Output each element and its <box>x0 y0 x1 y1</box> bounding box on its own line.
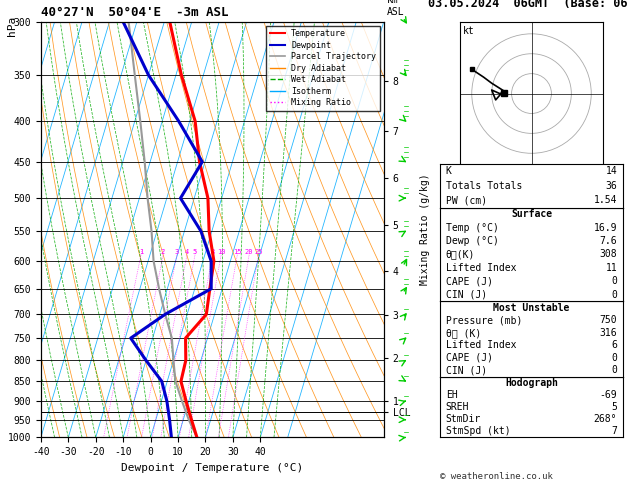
Text: 0: 0 <box>611 290 617 300</box>
Text: 16.9: 16.9 <box>594 223 617 233</box>
Text: 20: 20 <box>245 249 253 255</box>
Text: Hodograph: Hodograph <box>505 378 558 388</box>
Text: θᴄ(K): θᴄ(K) <box>446 249 475 260</box>
X-axis label: Dewpoint / Temperature (°C): Dewpoint / Temperature (°C) <box>121 463 303 473</box>
Text: 5: 5 <box>611 402 617 412</box>
Text: 268°: 268° <box>594 414 617 424</box>
Text: 15: 15 <box>233 249 242 255</box>
Text: 11: 11 <box>606 263 617 273</box>
Text: -69: -69 <box>599 390 617 400</box>
Text: 0: 0 <box>611 276 617 286</box>
Text: Mixing Ratio (g/kg): Mixing Ratio (g/kg) <box>420 174 430 285</box>
Text: 36: 36 <box>606 181 617 191</box>
Text: 4: 4 <box>185 249 189 255</box>
Text: 6: 6 <box>611 340 617 350</box>
Text: EH: EH <box>446 390 457 400</box>
Text: Lifted Index: Lifted Index <box>446 263 516 273</box>
Text: K: K <box>446 166 452 176</box>
Text: 316: 316 <box>599 328 617 338</box>
Text: Most Unstable: Most Unstable <box>493 303 570 312</box>
Text: kt: kt <box>463 26 474 36</box>
Text: 14: 14 <box>606 166 617 176</box>
Text: PW (cm): PW (cm) <box>446 195 487 205</box>
Text: Dewp (°C): Dewp (°C) <box>446 236 499 246</box>
Text: θᴄ (K): θᴄ (K) <box>446 328 481 338</box>
Text: Temp (°C): Temp (°C) <box>446 223 499 233</box>
Text: Totals Totals: Totals Totals <box>446 181 522 191</box>
Text: 7: 7 <box>611 426 617 436</box>
Text: 1.54: 1.54 <box>594 195 617 205</box>
Text: 25: 25 <box>254 249 263 255</box>
Text: StmSpd (kt): StmSpd (kt) <box>446 426 510 436</box>
Text: 0: 0 <box>611 353 617 363</box>
Text: 750: 750 <box>599 315 617 325</box>
Text: 3: 3 <box>175 249 179 255</box>
Text: Surface: Surface <box>511 209 552 219</box>
Text: 308: 308 <box>599 249 617 260</box>
Text: CAPE (J): CAPE (J) <box>446 353 493 363</box>
Text: 7.6: 7.6 <box>599 236 617 246</box>
Text: CIN (J): CIN (J) <box>446 365 487 375</box>
Text: © weatheronline.co.uk: © weatheronline.co.uk <box>440 472 553 481</box>
Text: 5: 5 <box>193 249 197 255</box>
Text: 0: 0 <box>611 365 617 375</box>
Text: 10: 10 <box>217 249 225 255</box>
Text: SREH: SREH <box>446 402 469 412</box>
Text: 03.05.2024  06GMT  (Base: 06): 03.05.2024 06GMT (Base: 06) <box>428 0 629 10</box>
Text: 40°27'N  50°04'E  -3m ASL: 40°27'N 50°04'E -3m ASL <box>41 6 228 19</box>
Text: 8: 8 <box>210 249 214 255</box>
Text: km
ASL: km ASL <box>387 0 404 17</box>
Y-axis label: hPa: hPa <box>7 16 17 36</box>
Text: CAPE (J): CAPE (J) <box>446 276 493 286</box>
Text: Pressure (mb): Pressure (mb) <box>446 315 522 325</box>
Text: 1: 1 <box>139 249 143 255</box>
Text: StmDir: StmDir <box>446 414 481 424</box>
Text: CIN (J): CIN (J) <box>446 290 487 300</box>
Text: Lifted Index: Lifted Index <box>446 340 516 350</box>
Text: 2: 2 <box>161 249 165 255</box>
Legend: Temperature, Dewpoint, Parcel Trajectory, Dry Adiabat, Wet Adiabat, Isotherm, Mi: Temperature, Dewpoint, Parcel Trajectory… <box>266 26 379 111</box>
